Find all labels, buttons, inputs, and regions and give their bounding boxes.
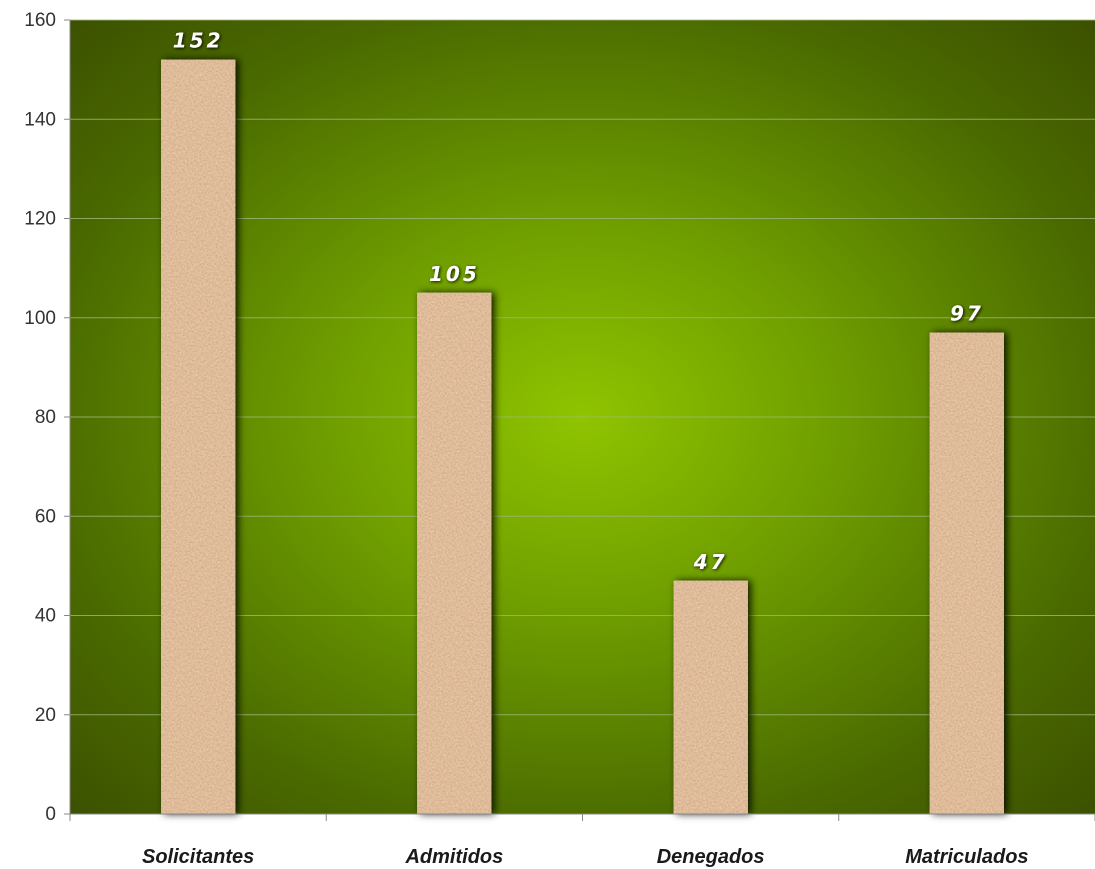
bar-texture <box>161 59 236 814</box>
bar-solicitantes <box>161 59 236 814</box>
bars <box>161 59 1004 814</box>
axes: 0 20 40 60 80 100 120 140 160 Solicitantes Admitid… <box>24 10 1095 868</box>
x-tick-label: Solicitantes <box>142 846 254 868</box>
bar-texture <box>417 292 492 814</box>
y-tick-label: 140 <box>24 109 56 130</box>
y-tick-label: 120 <box>24 209 56 230</box>
data-label: 152 <box>173 29 224 53</box>
bar-matriculados <box>929 332 1004 814</box>
y-tick-label: 20 <box>35 705 56 726</box>
x-tick-label: Denegados <box>657 846 765 868</box>
y-tick-label: 160 <box>24 10 56 31</box>
bar-admitidos <box>417 292 492 814</box>
gridlines <box>70 19 1095 716</box>
y-tick-label: 60 <box>35 506 56 527</box>
y-tick-label: 100 <box>24 308 56 329</box>
bar-denegados <box>673 580 748 814</box>
y-tick-label: 0 <box>45 804 56 825</box>
data-label: 97 <box>950 302 984 326</box>
data-label: 47 <box>693 550 728 574</box>
bar-texture <box>929 332 1004 814</box>
x-tick-label: Matriculados <box>905 846 1028 868</box>
data-label: 105 <box>429 262 480 286</box>
y-tick-label: 80 <box>35 407 56 428</box>
y-tick-label: 40 <box>35 606 56 627</box>
x-tick-label: Admitidos <box>404 846 503 868</box>
bar-texture <box>673 580 748 814</box>
data-labels: 152 105 47 97 <box>173 29 984 574</box>
